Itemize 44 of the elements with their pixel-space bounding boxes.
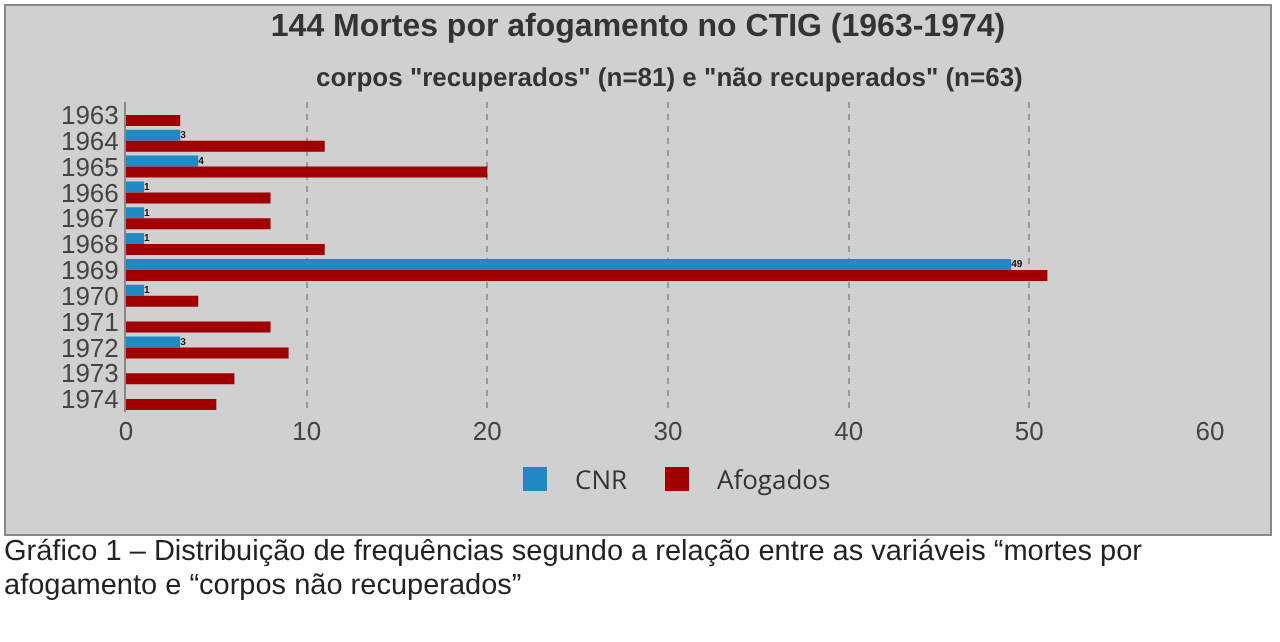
bar — [126, 129, 181, 141]
y-tick-label: 1972 — [60, 332, 119, 363]
bar — [126, 233, 145, 245]
bar — [126, 166, 488, 178]
bar — [126, 269, 1048, 281]
bar — [126, 399, 217, 411]
chart-subtitle: corpos "recuperados" (n=81) e "não recuperados" (n=63) — [316, 62, 1023, 92]
y-tick-label: 1974 — [60, 384, 119, 415]
x-tick-label: 20 — [472, 416, 502, 446]
y-tick-label: 1971 — [60, 306, 119, 337]
bar — [126, 373, 235, 385]
bar — [126, 155, 199, 167]
bar — [126, 192, 271, 204]
bar — [126, 336, 181, 348]
legend-label: CNR — [575, 461, 627, 498]
y-tick-label: 1965 — [60, 151, 119, 182]
text: Gráfico 1 – Distribuição de frequências segundo a relação entre as variáveis “mortes por afogamento e “corpos não recuperados” — [4, 536, 1145, 604]
bar — [126, 181, 145, 193]
y-tick-label: 1963 — [60, 100, 119, 131]
x-tick-label: 40 — [834, 416, 864, 446]
bar — [126, 347, 289, 359]
bar — [126, 295, 199, 307]
bar — [126, 140, 325, 152]
y-tick-label: 1973 — [60, 358, 119, 389]
legend-label: Afogados — [717, 461, 831, 498]
bar — [126, 244, 325, 256]
x-tick-label: 10 — [292, 416, 322, 446]
bar — [126, 114, 181, 126]
bar — [126, 207, 145, 219]
chart-title: 144 Mortes por afogamento no CTIG (1963-1974) — [270, 10, 1006, 45]
y-tick-label: 1967 — [60, 203, 119, 234]
x-tick-label: 50 — [1014, 416, 1044, 446]
bar — [126, 218, 271, 230]
y-tick-label: 1969 — [60, 255, 119, 286]
bar — [126, 321, 271, 333]
x-tick-label: 30 — [653, 416, 683, 446]
x-tick-label: 60 — [1195, 416, 1225, 446]
y-tick-label: 1968 — [60, 229, 119, 260]
bar — [126, 284, 145, 296]
bar — [126, 258, 1012, 270]
y-tick-label: 1964 — [60, 125, 119, 156]
y-tick-label: 1966 — [60, 177, 119, 208]
x-tick-label: 0 — [118, 416, 134, 446]
y-tick-label: 1970 — [60, 280, 119, 311]
